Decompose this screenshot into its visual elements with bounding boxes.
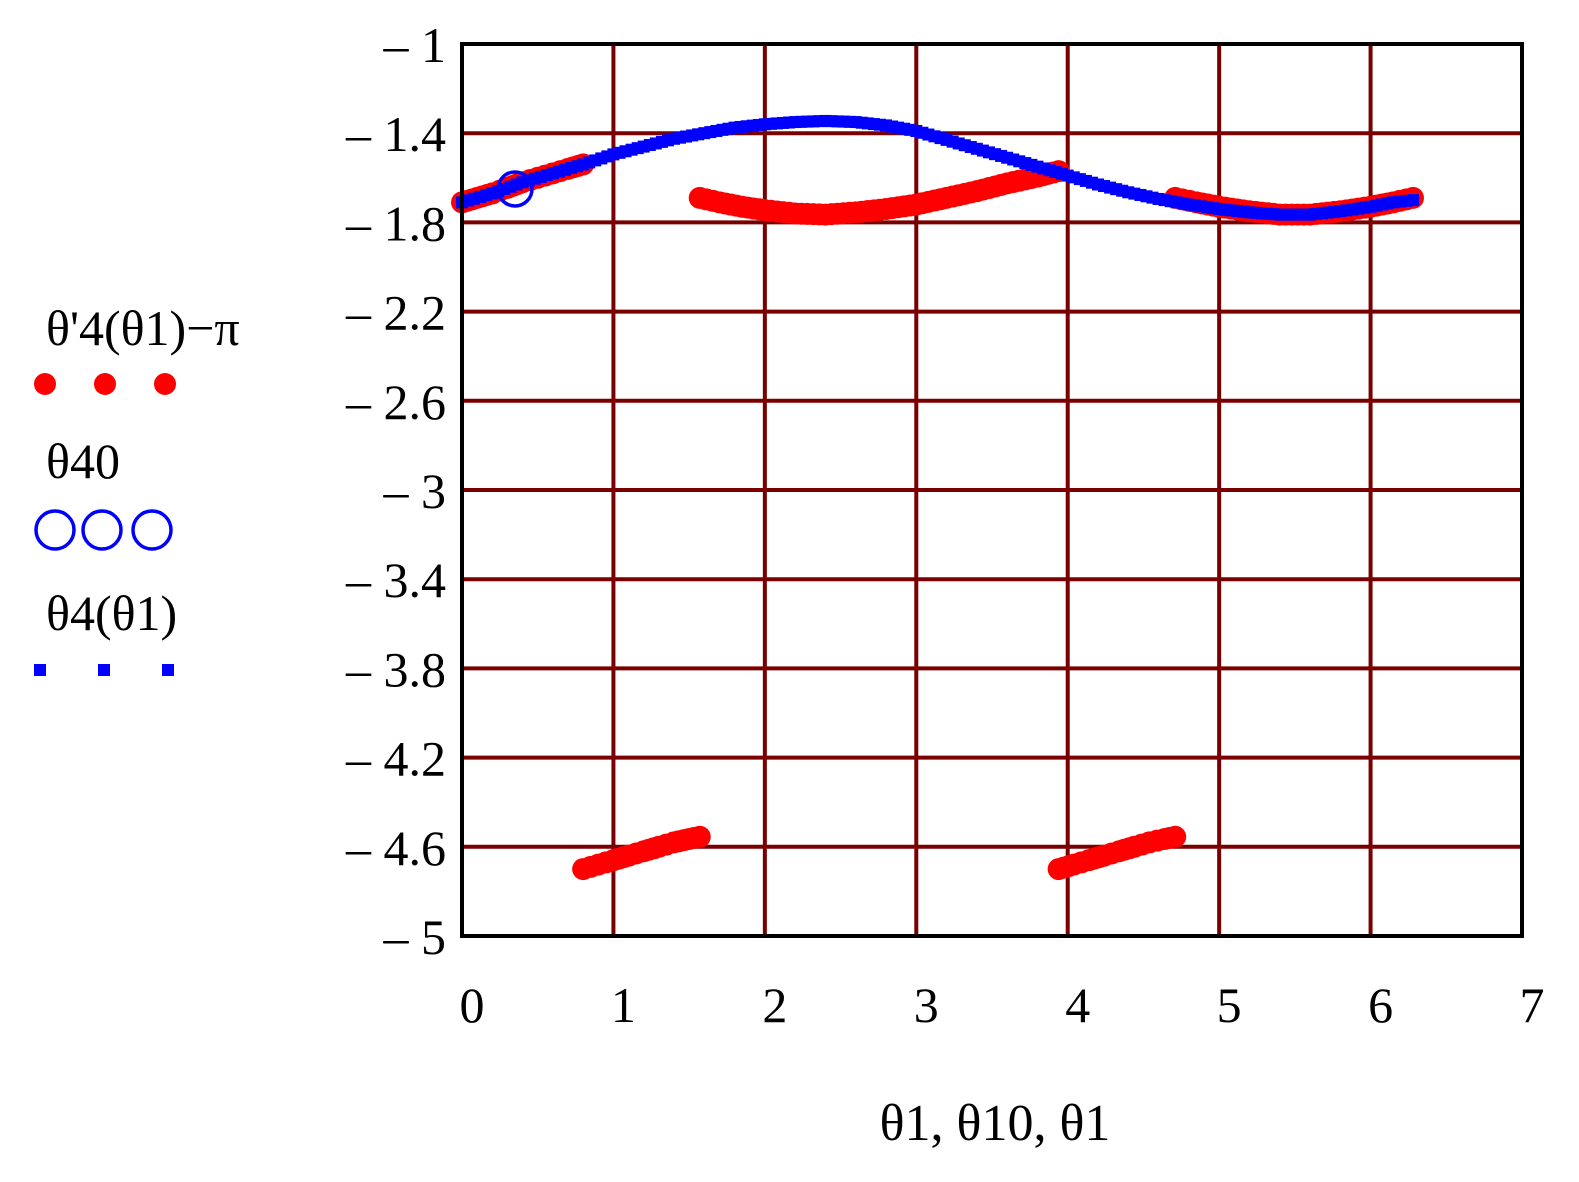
y-tick-label: – 4.6 bbox=[345, 820, 446, 876]
y-tick-label: – 4.2 bbox=[345, 731, 446, 787]
legend-open-circle bbox=[34, 509, 76, 551]
data-point-red bbox=[1164, 825, 1187, 848]
y-tick-label: – 1.8 bbox=[345, 195, 446, 251]
data-point-blue-square bbox=[704, 126, 717, 139]
x-tick-label: 3 bbox=[914, 977, 939, 1033]
y-tick-label: – 3.8 bbox=[345, 641, 446, 697]
legend-marker-blue-squares bbox=[34, 664, 174, 676]
x-tick-label: 4 bbox=[1065, 977, 1090, 1033]
x-axis-tick-labels: 0 1 2 3 4 5 6 7 bbox=[460, 977, 1545, 1033]
data-point-blue-square bbox=[1019, 157, 1032, 170]
y-axis-tick-labels: – 1 – 1.4 – 1.8 – 2.2 – 2.6 – 3 – 3.4 – 3.8 – 4.… bbox=[345, 17, 446, 965]
legend-marker-red-dots bbox=[34, 373, 176, 395]
legend-dot bbox=[34, 373, 56, 395]
y-tick-label: – 3 bbox=[383, 463, 447, 519]
y-tick-label: – 5 bbox=[383, 909, 447, 965]
legend-label-theta-prime-4: θ'4(θ1)−π bbox=[46, 300, 240, 356]
y-tick-label: – 2.6 bbox=[345, 374, 446, 430]
legend-open-circle bbox=[81, 509, 123, 551]
x-tick-label: 1 bbox=[611, 977, 636, 1033]
y-tick-label: – 2.2 bbox=[345, 285, 446, 341]
x-axis-label: θ1, θ10, θ1 bbox=[880, 1095, 1111, 1152]
legend-square bbox=[162, 664, 174, 676]
x-tick-label: 7 bbox=[1520, 977, 1545, 1033]
legend: θ'4(θ1)−π θ40 θ4(θ1) bbox=[34, 300, 240, 676]
data-point-blue-square bbox=[880, 119, 892, 132]
legend-label-theta-40: θ40 bbox=[46, 433, 120, 489]
legend-open-circle bbox=[131, 509, 173, 551]
data-point-blue-square bbox=[898, 122, 911, 135]
x-tick-label: 2 bbox=[762, 977, 787, 1033]
y-tick-label: – 1 bbox=[383, 17, 447, 73]
data-point-blue-circle bbox=[496, 170, 534, 208]
x-tick-label: 5 bbox=[1217, 977, 1242, 1033]
x-tick-label: 6 bbox=[1368, 977, 1393, 1033]
legend-square bbox=[34, 664, 46, 676]
legend-marker-blue-circles bbox=[34, 509, 173, 551]
series-1 bbox=[496, 170, 534, 208]
data-point-blue-square bbox=[1013, 155, 1026, 168]
data-point-blue-square bbox=[855, 116, 868, 129]
legend-dot bbox=[94, 373, 116, 395]
x-tick-label: 0 bbox=[460, 977, 485, 1033]
y-tick-label: – 3.4 bbox=[345, 552, 446, 608]
data-point-blue-square bbox=[722, 122, 735, 135]
legend-dot bbox=[154, 373, 176, 395]
plot-frame bbox=[460, 42, 1524, 938]
data-point-red bbox=[688, 825, 711, 848]
data-point-blue-square bbox=[1406, 194, 1419, 207]
data-point-blue-square bbox=[734, 120, 747, 133]
series-layer bbox=[451, 114, 1424, 881]
legend-square bbox=[98, 664, 110, 676]
legend-label-theta-4: θ4(θ1) bbox=[46, 585, 177, 641]
y-tick-label: – 1.4 bbox=[345, 106, 446, 162]
